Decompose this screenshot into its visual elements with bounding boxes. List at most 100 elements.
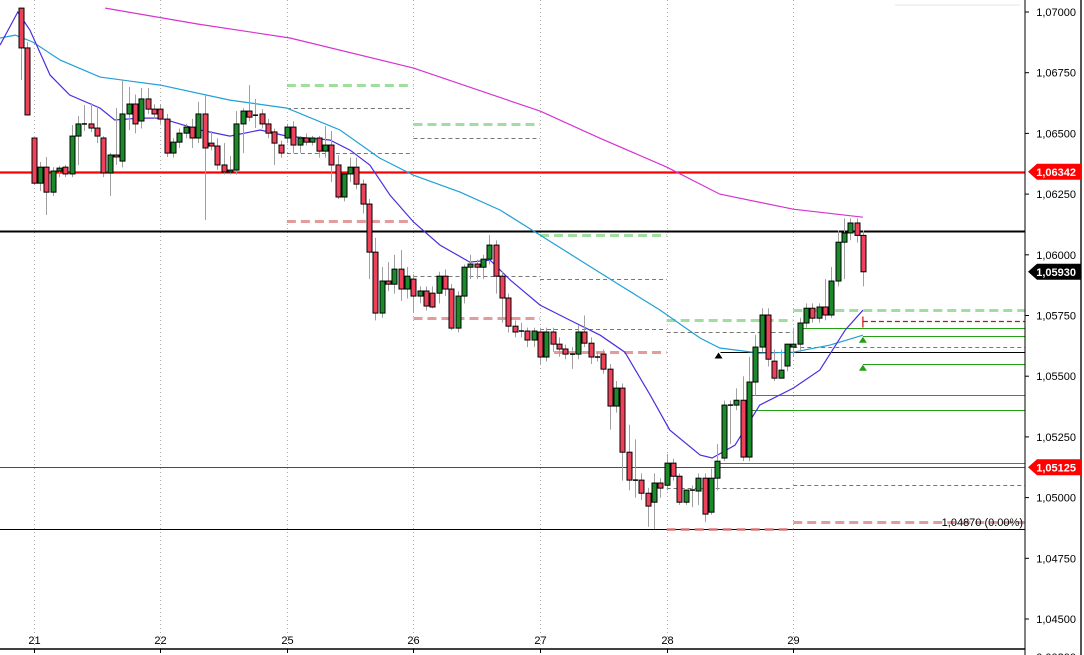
candle-down <box>316 137 323 152</box>
candle-up <box>50 170 57 193</box>
candle-up <box>170 141 177 154</box>
candle-up <box>195 113 202 139</box>
candle-down <box>809 307 816 319</box>
candle-up <box>322 144 329 152</box>
day-label: 29 <box>787 635 799 647</box>
candle-up <box>69 135 76 175</box>
day-label: 21 <box>28 635 40 647</box>
candle-up <box>417 290 424 297</box>
triangle-up-icon <box>858 336 867 343</box>
candle-down <box>18 7 25 49</box>
candle-down <box>860 234 867 273</box>
candle-down <box>132 103 139 125</box>
day-label: 26 <box>407 635 419 647</box>
candle-up <box>816 306 823 319</box>
candle-up <box>752 346 759 383</box>
candle-down <box>221 164 228 173</box>
candle-up <box>746 381 753 458</box>
candle-down <box>43 166 50 193</box>
price-tick-label: 1,05750 <box>1036 311 1076 323</box>
price-tick-label: 1,06500 <box>1036 128 1076 140</box>
candle-down <box>151 108 158 115</box>
candle-down <box>562 348 569 355</box>
candle-down <box>259 113 266 125</box>
candle-down <box>278 144 285 154</box>
candle-up <box>721 404 728 459</box>
candle-up <box>847 222 854 234</box>
price-axis[interactable]: 1,07000 1,06750 1,06500 1,06250 1,06000 1,057… <box>1025 7 1076 655</box>
triangle-up-icon <box>858 364 867 371</box>
price-tags: 1,06342 1,05930 1,05125 <box>1028 163 1081 476</box>
candle-down <box>410 278 417 297</box>
candle-down <box>214 145 221 166</box>
candle-down <box>638 479 645 494</box>
candle-down <box>366 203 373 253</box>
indicator-axis-label: 0,00200 <box>1036 652 1076 655</box>
price-tag-label: 1,05930 <box>1036 267 1076 279</box>
candle-up <box>233 123 240 171</box>
candle-up <box>733 399 740 406</box>
candle-down <box>550 331 557 345</box>
candle-up <box>56 167 63 172</box>
markers <box>714 336 867 371</box>
candle-down <box>670 462 677 477</box>
candle-up <box>379 280 386 314</box>
candle-down <box>335 164 342 198</box>
candle-up <box>391 268 398 285</box>
candle-up <box>227 169 234 173</box>
candle-down <box>24 47 31 116</box>
candle-down <box>265 123 272 134</box>
time-axis[interactable]: 21 22 25 26 27 28 29 <box>28 635 800 653</box>
candle-down <box>398 268 405 290</box>
candle-up <box>759 314 766 348</box>
candle-up <box>284 126 291 139</box>
candle-up <box>778 369 785 379</box>
candle-down <box>702 477 709 515</box>
candle-down <box>372 251 379 314</box>
candle-down <box>202 113 209 149</box>
candle-down <box>537 331 544 358</box>
candle-up <box>486 244 493 260</box>
candle-down <box>512 325 519 333</box>
candle-down <box>493 244 500 277</box>
candle-up <box>543 331 550 358</box>
candle-up <box>126 103 133 115</box>
candle-up <box>138 98 145 122</box>
price-tick-label: 1,05250 <box>1036 432 1076 444</box>
candle-down <box>328 144 335 166</box>
candle-down <box>619 387 626 453</box>
candle-up <box>240 110 247 125</box>
candle-down <box>31 137 38 184</box>
candle-up <box>797 322 804 345</box>
candle-down <box>189 126 196 139</box>
candle-down <box>657 482 664 489</box>
candle-down <box>740 399 747 458</box>
candle-down <box>100 137 107 174</box>
candle-down <box>145 98 152 110</box>
candle-up <box>790 343 797 348</box>
candle-up <box>297 137 304 146</box>
candle-up <box>309 137 316 143</box>
candle-down <box>626 451 633 481</box>
candle-up <box>75 123 82 137</box>
candle-up <box>651 482 658 503</box>
candle-down <box>474 263 481 268</box>
candle-down <box>429 292 436 308</box>
price-tag <box>1028 163 1081 180</box>
candle-down <box>423 290 430 307</box>
price-tick-label: 1,06000 <box>1036 250 1076 262</box>
candle-up <box>835 241 842 282</box>
candle-down <box>854 222 861 236</box>
candle-down <box>157 108 164 120</box>
price-tick-label: 1,06750 <box>1036 68 1076 80</box>
price-tag-label: 1,05125 <box>1036 462 1076 474</box>
price-tick-label: 1,04750 <box>1036 553 1076 565</box>
candle-down <box>600 353 607 370</box>
triangle-up-icon <box>714 352 723 359</box>
candle-down <box>271 131 278 144</box>
moving-average-line-ma_fast <box>0 10 864 459</box>
candle-down <box>499 275 506 299</box>
candle-up <box>107 154 114 174</box>
candle-up <box>467 263 474 268</box>
